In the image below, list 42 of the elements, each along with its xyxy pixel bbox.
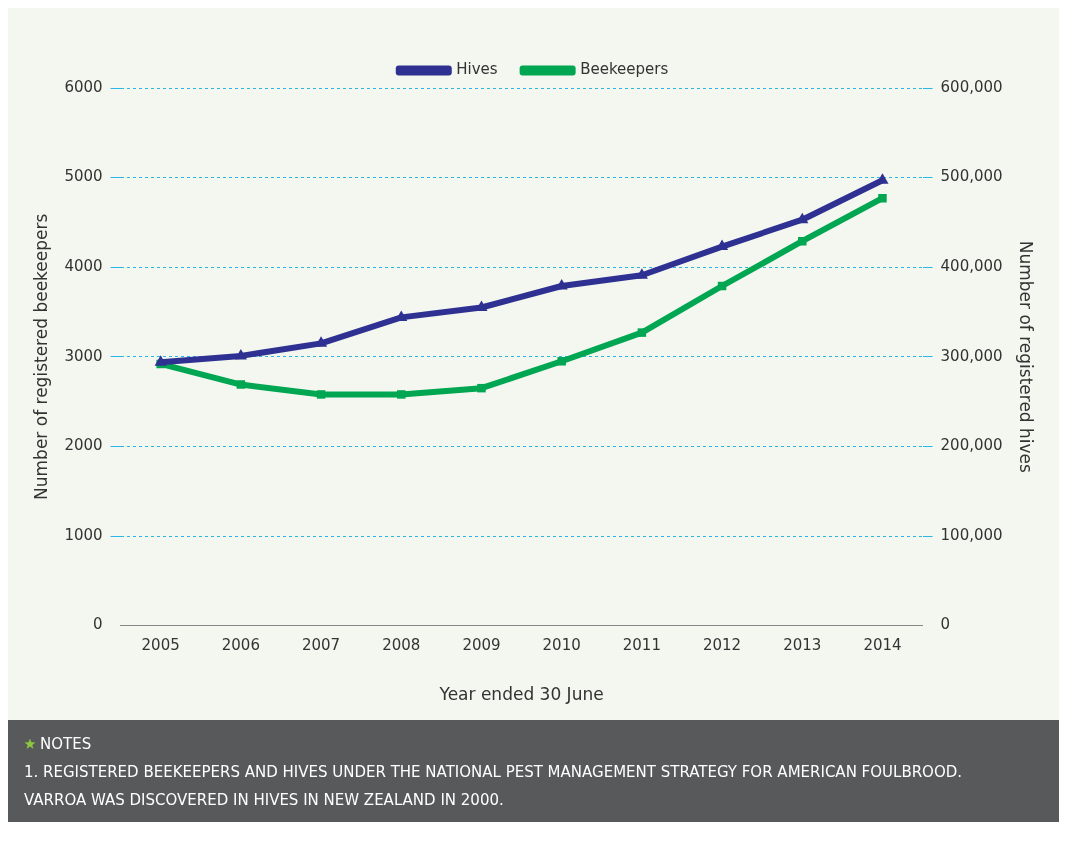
text: 1. REGISTERED BEEKEEPERS AND HIVES UNDER THE NATIONAL PEST MANAGEMENT STRATEGY FOR AMERICAN FOULBROOD. — [24, 762, 963, 783]
x-tick-label: 2010 — [542, 636, 581, 655]
x-tick-label: 2007 — [301, 636, 341, 655]
point — [397, 390, 406, 399]
y2-tick-label: 300,000 — [940, 346, 1003, 365]
y-tick-label: 5000 — [64, 167, 103, 186]
x-tick-label: 2009 — [462, 636, 501, 655]
x-tick-label: 2014 — [863, 636, 902, 655]
y2-tick-label: 0 — [940, 615, 951, 634]
y2-tick-label: 200,000 — [940, 436, 1003, 455]
y-tick-label: 3000 — [64, 346, 103, 365]
point — [798, 236, 807, 246]
y-tick-label: 2000 — [64, 436, 103, 455]
point — [316, 390, 326, 399]
y-tick-label: 0 — [93, 615, 103, 634]
x-tick-label: 2006 — [221, 636, 260, 655]
x-axis-title: Year ended 30 June — [438, 684, 604, 705]
text: VARROA WAS DISCOVERED IN HIVES IN NEW ZEALAND IN 2000. — [24, 790, 504, 811]
text: NOTES — [40, 734, 92, 755]
x-tick-label: 2005 — [141, 636, 180, 655]
x-tick-label: 2008 — [382, 636, 421, 655]
y2-axis-title: Number of registered hives — [1016, 240, 1037, 474]
legend-label: Beekeepers — [580, 60, 669, 79]
x-tick-label: 2011 — [622, 636, 661, 655]
y2-tick-label: 100,000 — [940, 525, 1003, 544]
y-tick-label: 1000 — [64, 525, 103, 544]
y-tick-label: 6000 — [64, 77, 103, 96]
y2-tick-label: 500,000 — [940, 167, 1003, 186]
point — [878, 193, 887, 203]
point — [557, 357, 566, 366]
y-tick-label: 4000 — [64, 257, 103, 276]
point — [477, 383, 486, 393]
y2-tick-label: 400,000 — [940, 257, 1003, 276]
x-tick-label: 2013 — [783, 636, 822, 655]
point — [236, 380, 246, 389]
x-tick-label: 2012 — [702, 636, 742, 655]
point — [234, 348, 247, 360]
point — [154, 355, 167, 366]
legend-label: Hives — [456, 60, 498, 79]
y2-tick-label: 600,000 — [940, 77, 1003, 96]
point — [637, 328, 647, 337]
y-axis-title: Number of registered beekeepers — [30, 213, 51, 500]
